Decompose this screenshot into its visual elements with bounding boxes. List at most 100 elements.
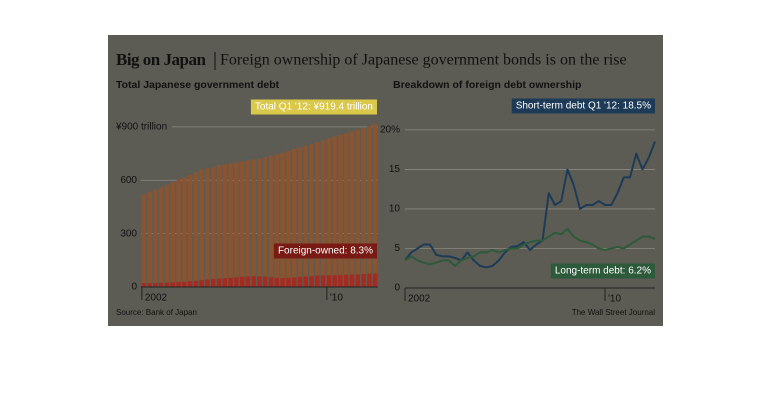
bar — [332, 275, 337, 287]
bar — [338, 274, 343, 287]
chart-subtitle: Breakdown of foreign debt ownership — [393, 79, 581, 91]
bar — [211, 278, 216, 287]
bar — [372, 123, 378, 274]
y-tick-label: 0 — [394, 283, 400, 294]
bar — [205, 168, 210, 280]
bar — [326, 138, 332, 276]
bar — [338, 134, 343, 275]
bar — [344, 274, 349, 287]
subtitle: Foreign ownership of Japanese government… — [220, 52, 627, 69]
bar — [164, 282, 170, 287]
bar — [176, 179, 181, 283]
annotation: Short-term debt Q1 '12: 18.5% — [516, 101, 651, 112]
bar — [147, 191, 152, 284]
bar — [153, 189, 158, 283]
bar — [182, 177, 187, 282]
bar — [332, 136, 337, 276]
annotation: Foreign-owned: 8.3% — [278, 246, 373, 257]
bar — [164, 184, 170, 283]
bar — [170, 282, 175, 287]
bar — [291, 277, 297, 287]
bar — [349, 274, 355, 287]
y-tick-label: 600 — [120, 175, 137, 186]
bar — [153, 282, 158, 287]
bar — [309, 275, 314, 287]
bar — [349, 131, 355, 275]
bar — [216, 278, 222, 287]
bar — [326, 275, 332, 287]
bar — [228, 163, 233, 278]
y-tick-label: 10 — [389, 204, 401, 215]
bar — [268, 277, 274, 287]
bar — [355, 274, 360, 287]
bar — [315, 142, 320, 276]
title: Big on Japan — [116, 50, 206, 69]
bar — [303, 145, 308, 277]
y-tick-label: ¥900 trillion — [115, 122, 167, 133]
bar — [147, 283, 152, 287]
bar — [234, 277, 239, 287]
bar — [257, 158, 262, 277]
bar — [205, 279, 210, 287]
bar — [216, 165, 222, 279]
bar — [199, 169, 204, 281]
y-tick-label: 0 — [131, 282, 137, 293]
y-tick-label: 300 — [120, 228, 137, 239]
bar — [274, 154, 280, 278]
bar — [268, 155, 274, 278]
line-series — [404, 141, 656, 269]
x-tick-label: '10 — [330, 293, 343, 304]
annotation-box — [273, 243, 377, 259]
bar — [245, 160, 251, 277]
annotation-box — [250, 99, 377, 115]
bar — [239, 276, 245, 287]
annotation-box — [511, 98, 655, 114]
bar — [315, 275, 320, 287]
bar — [372, 273, 378, 287]
chart-subtitle: Total Japanese government debt — [116, 79, 280, 91]
bar — [193, 280, 199, 287]
bar — [263, 157, 268, 277]
bar — [211, 166, 216, 279]
y-tick-label: 20% — [380, 125, 400, 136]
bar — [159, 187, 164, 283]
bar — [176, 282, 181, 287]
bar — [141, 194, 147, 284]
bar — [239, 161, 245, 277]
bar — [344, 133, 349, 275]
bar — [187, 174, 193, 282]
bar — [291, 149, 297, 278]
bar — [159, 282, 164, 287]
bar — [199, 280, 204, 287]
bar — [286, 150, 291, 278]
bar — [141, 283, 147, 287]
x-tick-label: 2002 — [408, 294, 431, 305]
bar — [187, 281, 193, 287]
bar — [303, 276, 308, 287]
annotation: Long-term debt: 6.2% — [555, 266, 651, 277]
bar — [361, 127, 366, 275]
bar — [280, 278, 285, 287]
bar — [222, 164, 228, 279]
bar — [251, 159, 256, 276]
bar — [234, 162, 239, 278]
bar — [297, 147, 303, 277]
y-tick-label: 15 — [389, 164, 401, 175]
bar — [320, 140, 326, 276]
bar — [367, 273, 372, 287]
bar — [263, 276, 268, 287]
annotation-box — [550, 263, 655, 279]
bar — [193, 172, 199, 281]
bar — [309, 143, 314, 276]
y-tick-label: 5 — [394, 243, 400, 254]
bar — [228, 277, 233, 287]
x-tick-label: '10 — [608, 294, 621, 305]
bar — [355, 129, 360, 275]
x-tick-label: 2002 — [145, 293, 168, 304]
source: Source: Bank of Japan — [116, 308, 197, 317]
bar — [286, 277, 291, 287]
bar — [361, 274, 366, 287]
annotation: Total Q1 '12: ¥919.4 trillion — [255, 102, 373, 113]
bar — [245, 276, 251, 287]
